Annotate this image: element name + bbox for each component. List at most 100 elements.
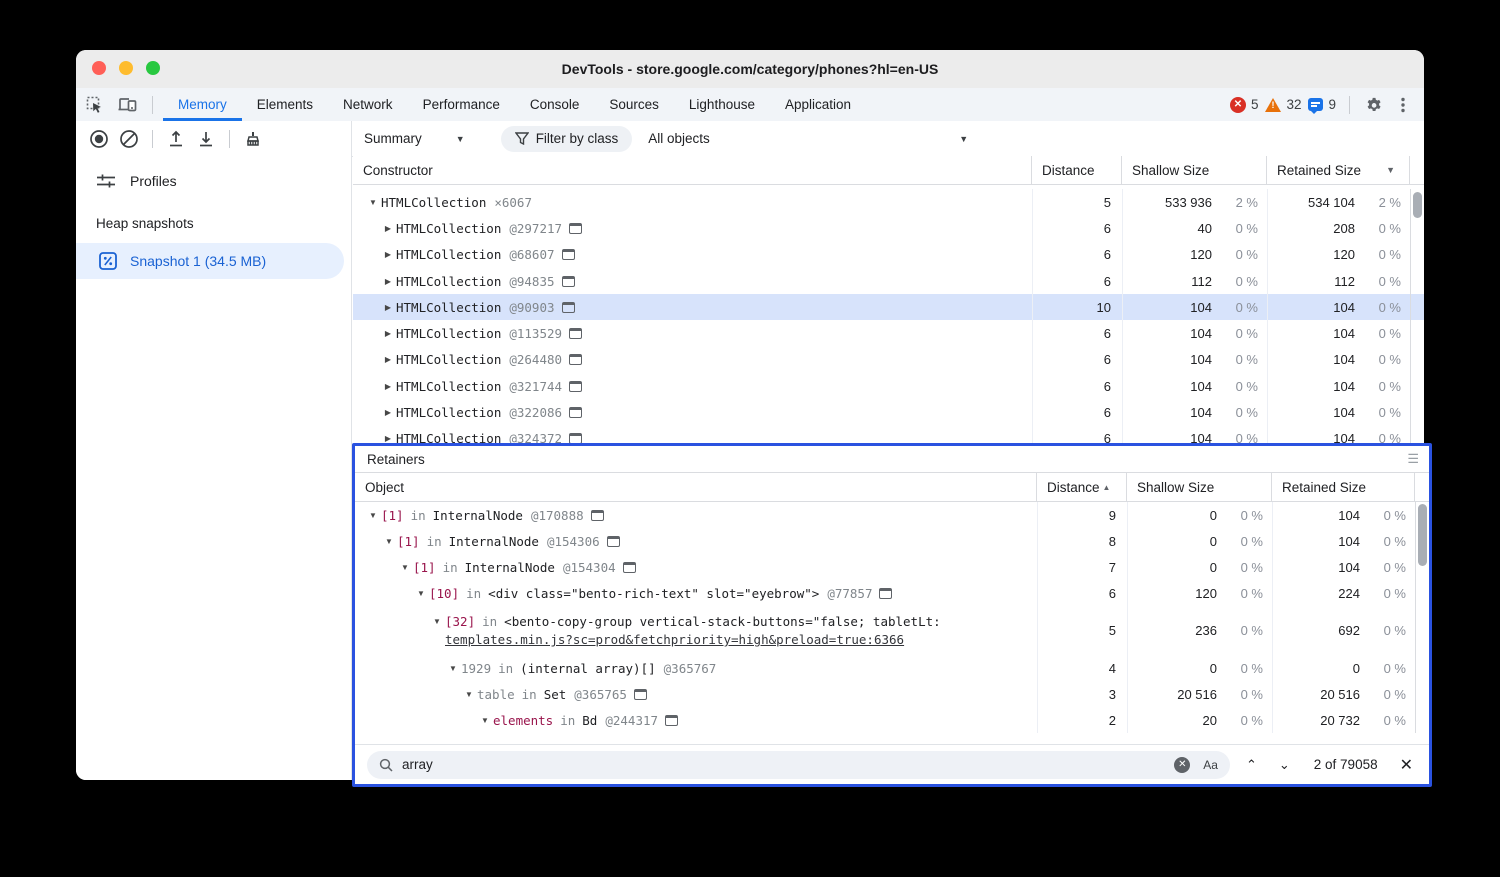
retainer-row[interactable]: ▼ [32] in <bento-copy-group vertical-stack-… <box>355 606 1429 655</box>
more-options-icon[interactable] <box>1392 94 1414 116</box>
retainer-row[interactable]: ▼ [1] in InternalNode @154306 8 0 0 % 104 0 % <box>355 528 1429 554</box>
expander-closed-icon[interactable]: ▶ <box>384 223 392 233</box>
sidebar-item-snapshot-1[interactable]: Snapshot 1 (34.5 MB) <box>76 243 344 279</box>
column-header-shallow-size[interactable]: Shallow Size <box>1121 156 1266 184</box>
scrollbar-thumb[interactable] <box>1418 504 1427 566</box>
retainer-row[interactable]: ▼ [1] in InternalNode @154304 7 0 0 % 104 0 % <box>355 554 1429 580</box>
inspect-element-icon[interactable] <box>84 94 106 116</box>
column-header-retained-size[interactable]: Retained Size ▼ <box>1266 156 1409 184</box>
reveal-object-icon[interactable] <box>561 275 575 287</box>
reveal-object-icon[interactable] <box>633 688 647 700</box>
expander-open-icon[interactable]: ▼ <box>465 689 473 699</box>
column-header-shallow-size[interactable]: Shallow Size <box>1126 473 1271 501</box>
constructor-row[interactable]: ▶ HTMLCollection @94835 6 112 0 % 112 0 % <box>353 267 1424 295</box>
expander-closed-icon[interactable]: ▶ <box>384 408 392 418</box>
tab-application[interactable]: Application <box>784 97 852 112</box>
settings-gear-icon[interactable] <box>1363 94 1385 116</box>
size-cell: 104 0 % <box>1122 425 1267 452</box>
reveal-object-icon[interactable] <box>590 509 604 521</box>
expander-open-icon[interactable]: ▼ <box>433 617 441 626</box>
reveal-object-icon[interactable] <box>569 407 583 419</box>
retainer-row[interactable]: ▼ [10] in <div class="bento-rich-text" slot… <box>355 580 1429 606</box>
column-header-distance[interactable]: Distance <box>1031 156 1121 184</box>
tab-lighthouse[interactable]: Lighthouse <box>688 97 755 112</box>
next-result-icon[interactable]: ⌄ <box>1278 756 1290 772</box>
expander-open-icon[interactable]: ▼ <box>369 197 377 207</box>
expander-open-icon[interactable]: ▼ <box>449 663 457 673</box>
source-link[interactable]: templates.min.js?sc=prod&fetchpriority=h… <box>445 632 905 647</box>
reveal-object-icon[interactable] <box>622 561 636 573</box>
tab-performance[interactable]: Performance <box>422 97 500 112</box>
size-cell: 20 0 % <box>1127 707 1272 733</box>
constructor-row[interactable]: ▶ HTMLCollection @264480 6 104 0 % 104 0 % <box>353 346 1424 374</box>
search-input[interactable]: array ✕ Aa <box>367 750 1230 779</box>
collect-garbage-icon[interactable] <box>240 126 266 152</box>
constructor-row[interactable]: ▶ HTMLCollection @297217 6 40 0 % 208 0 % <box>353 215 1424 242</box>
reveal-object-icon[interactable] <box>665 714 679 726</box>
message-bubble-icon <box>1308 98 1324 114</box>
save-profile-icon[interactable] <box>193 126 219 152</box>
column-header-object[interactable]: Object <box>365 479 405 495</box>
reveal-object-icon[interactable] <box>569 222 583 234</box>
retainer-row[interactable]: ▼ 1929 in (internal array)[] @365767 4 0 0 % 0 0 … <box>355 655 1429 681</box>
expander-open-icon[interactable]: ▼ <box>481 715 489 725</box>
expander-open-icon[interactable]: ▼ <box>401 562 409 572</box>
tab-sources[interactable]: Sources <box>609 97 659 112</box>
expander-closed-icon[interactable]: ▶ <box>384 276 392 286</box>
reveal-object-icon[interactable] <box>569 328 583 340</box>
reveal-object-icon[interactable] <box>569 354 583 366</box>
previous-result-icon[interactable]: ⌃ <box>1245 756 1257 772</box>
column-header-constructor[interactable]: Constructor <box>363 162 433 178</box>
retainer-row[interactable]: ▼ [1] in InternalNode @170888 9 0 0 % 104 0 % <box>355 502 1429 528</box>
constructor-row[interactable]: ▶ HTMLCollection @324372 6 104 0 % 104 0 % <box>353 425 1424 452</box>
distance-cell: 6 <box>1032 320 1122 347</box>
column-header-retained-size[interactable]: Retained Size <box>1271 473 1414 501</box>
expander-closed-icon[interactable]: ▶ <box>384 302 392 312</box>
tab-elements[interactable]: Elements <box>256 97 314 112</box>
reveal-object-icon[interactable] <box>606 535 620 547</box>
constructor-row[interactable]: ▶ HTMLCollection @322086 6 104 0 % 104 0 % <box>353 399 1424 426</box>
minimize-window-button[interactable] <box>119 61 133 75</box>
scrollbar-thumb[interactable] <box>1413 192 1422 218</box>
match-case-toggle[interactable]: Aa <box>1203 757 1218 772</box>
close-window-button[interactable] <box>92 61 106 75</box>
zoom-window-button[interactable] <box>146 61 160 75</box>
reveal-object-icon[interactable] <box>569 380 583 392</box>
filter-by-class-input[interactable]: Filter by class <box>500 125 633 152</box>
error-badge[interactable]: ✕ 5 <box>1229 96 1258 113</box>
objects-filter-select[interactable]: All objects ▼ <box>648 131 968 146</box>
constructor-row[interactable]: ▶ HTMLCollection @113529 6 104 0 % 104 0 % <box>353 320 1424 347</box>
record-heap-icon[interactable] <box>86 126 112 152</box>
perspective-select[interactable]: Summary ▼ <box>364 131 465 146</box>
reveal-object-icon[interactable] <box>561 301 575 313</box>
expander-closed-icon[interactable]: ▶ <box>384 329 392 339</box>
constructor-row[interactable]: ▶ HTMLCollection @68607 6 120 0 % 120 0 % <box>353 241 1424 268</box>
expander-open-icon[interactable]: ▼ <box>369 510 377 520</box>
reveal-object-icon[interactable] <box>561 249 575 261</box>
expander-closed-icon[interactable]: ▶ <box>384 250 392 260</box>
pane-menu-icon[interactable]: ☰ <box>1407 451 1419 466</box>
column-header-distance[interactable]: Distance ▲ <box>1036 473 1126 501</box>
clear-profiles-icon[interactable] <box>116 126 142 152</box>
expander-closed-icon[interactable]: ▶ <box>384 381 392 391</box>
profiles-header[interactable]: Profiles <box>76 156 351 190</box>
expander-closed-icon[interactable]: ▶ <box>384 434 392 444</box>
expander-closed-icon[interactable]: ▶ <box>384 355 392 365</box>
tab-memory[interactable]: Memory <box>163 88 242 121</box>
constructor-row[interactable]: ▶ HTMLCollection @321744 6 104 0 % 104 0 % <box>353 373 1424 400</box>
expander-open-icon[interactable]: ▼ <box>385 536 393 546</box>
clear-search-icon[interactable]: ✕ <box>1174 756 1191 773</box>
retainer-row[interactable]: ▼ elements in Bd @244317 2 20 0 % 20 732 0 % <box>355 707 1429 733</box>
close-search-icon[interactable]: ✕ <box>1399 756 1413 774</box>
toggle-device-toolbar-icon[interactable] <box>116 94 138 116</box>
expander-open-icon[interactable]: ▼ <box>417 588 425 598</box>
retainer-row[interactable]: ▼ table in Set @365765 3 20 516 0 % 20 516 0 % <box>355 681 1429 707</box>
issues-badge[interactable]: 9 <box>1308 97 1336 114</box>
tab-console[interactable]: Console <box>529 97 580 112</box>
tab-network[interactable]: Network <box>343 97 393 112</box>
load-profile-icon[interactable] <box>163 126 189 152</box>
reveal-object-icon[interactable] <box>879 587 893 599</box>
warning-badge[interactable]: 32 <box>1265 97 1301 112</box>
constructor-row[interactable]: ▶ HTMLCollection @90903 10 104 0 % 104 0 % <box>353 294 1424 321</box>
constructor-row[interactable]: ▼ HTMLCollection ×6067 5 533 936 2 % 534 104 2 … <box>353 189 1424 216</box>
